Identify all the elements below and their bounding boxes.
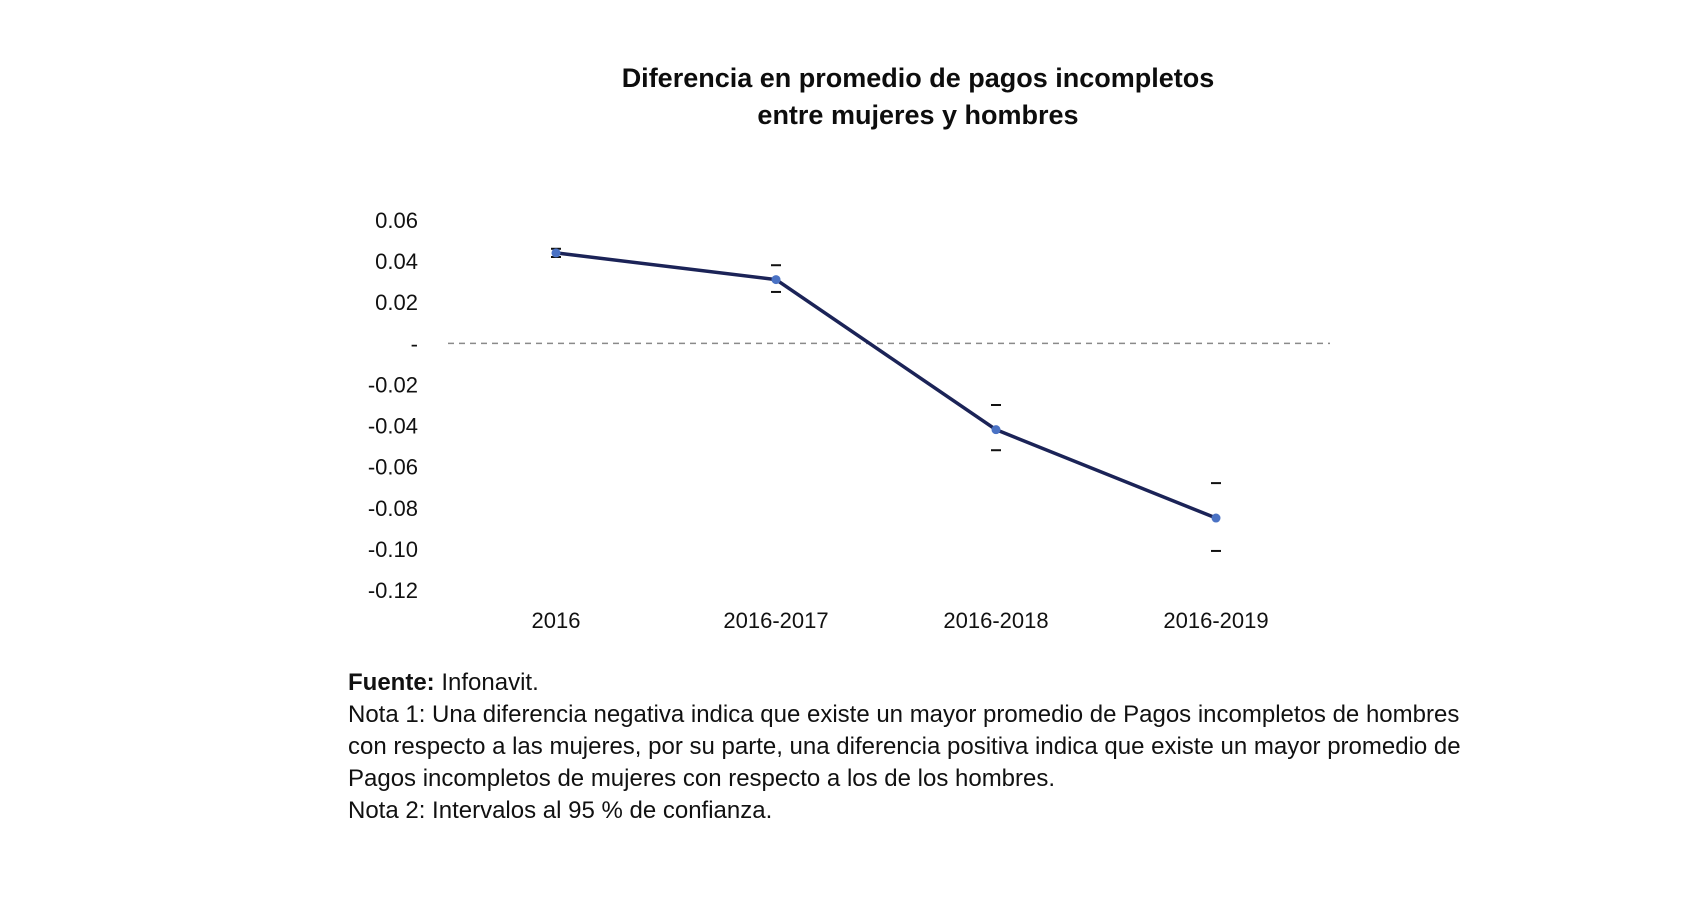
source-value: Infonavit. bbox=[434, 669, 539, 696]
x-tick-label: 2016-2017 bbox=[723, 608, 828, 633]
x-tick-label: 2016-2018 bbox=[943, 608, 1048, 633]
data-point bbox=[771, 275, 781, 285]
y-tick-label: -0.10 bbox=[368, 537, 418, 562]
y-tick-label: -0.02 bbox=[368, 372, 418, 397]
chart-title: Diferencia en promedio de pagos incomple… bbox=[0, 60, 1701, 134]
data-point bbox=[1211, 513, 1221, 523]
y-tick-label: -0.08 bbox=[368, 496, 418, 521]
series-line bbox=[554, 251, 1218, 520]
chart-notes: Fuente: Infonavit. Nota 1: Una diferenci… bbox=[348, 667, 1468, 827]
chart-title-line-1: Diferencia en promedio de pagos incomple… bbox=[621, 63, 1215, 93]
x-tick-label: 2016 bbox=[532, 608, 581, 633]
source-label: Fuente: bbox=[348, 669, 435, 696]
y-tick-label: -0.12 bbox=[368, 578, 418, 603]
y-tick-label: - bbox=[411, 331, 418, 356]
note-2: Nota 2: Intervalos al 95 % de confianza. bbox=[348, 797, 773, 824]
x-tick-label: 2016-2019 bbox=[1163, 608, 1268, 633]
y-tick-label: -0.04 bbox=[368, 414, 418, 439]
y-tick-label: 0.02 bbox=[375, 290, 418, 315]
data-point bbox=[991, 425, 1001, 435]
y-tick-label: 0.06 bbox=[375, 208, 418, 233]
y-tick-label: 0.04 bbox=[375, 249, 418, 274]
source-note: Fuente: Infonavit. bbox=[348, 667, 1468, 699]
chart-title-line-2: entre mujeres y hombres bbox=[757, 100, 1079, 130]
y-tick-label: -0.06 bbox=[368, 455, 418, 480]
data-point bbox=[551, 248, 561, 258]
note-1: Nota 1: Una diferencia negativa indica q… bbox=[348, 701, 1461, 792]
